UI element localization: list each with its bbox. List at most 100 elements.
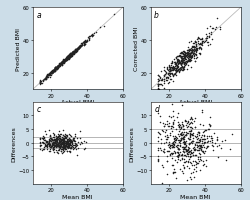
Point: [71, 52, 75, 55]
Point: [188, 178, 192, 181]
Point: [63, 148, 67, 151]
Point: [196, 141, 200, 144]
Point: [171, 150, 175, 153]
Point: [66, 145, 70, 149]
Point: [54, 137, 58, 141]
Point: [181, 55, 185, 58]
Point: [208, 134, 212, 138]
Point: [59, 63, 63, 66]
Point: [190, 164, 194, 167]
Point: [218, 147, 222, 150]
Point: [161, 125, 165, 128]
Point: [208, 33, 212, 37]
Point: [41, 79, 45, 82]
Point: [184, 134, 188, 137]
Point: [64, 148, 68, 151]
Point: [170, 67, 174, 70]
Point: [189, 46, 193, 49]
Point: [193, 161, 197, 164]
Point: [54, 66, 58, 70]
Point: [161, 75, 165, 78]
Point: [178, 126, 182, 129]
Point: [198, 48, 202, 51]
Point: [177, 128, 181, 131]
Point: [52, 138, 56, 141]
Point: [82, 41, 86, 44]
Point: [171, 66, 175, 70]
Point: [195, 36, 199, 39]
Point: [76, 45, 80, 48]
Point: [205, 140, 209, 143]
Point: [66, 56, 70, 59]
Point: [198, 44, 202, 47]
Point: [55, 145, 59, 148]
Point: [171, 171, 175, 174]
Point: [68, 55, 71, 58]
Point: [65, 58, 69, 62]
Point: [54, 148, 58, 151]
Point: [172, 158, 176, 161]
Point: [72, 51, 76, 54]
Point: [166, 149, 170, 153]
Point: [52, 69, 56, 72]
Point: [177, 139, 181, 142]
Point: [52, 69, 56, 72]
Point: [57, 140, 61, 143]
Point: [56, 143, 60, 146]
Point: [198, 145, 202, 148]
Point: [176, 55, 180, 59]
Point: [60, 141, 64, 145]
Point: [62, 58, 66, 61]
Point: [178, 126, 182, 130]
Point: [70, 51, 73, 54]
Point: [185, 152, 189, 155]
Point: [50, 71, 54, 75]
Point: [193, 40, 197, 43]
Point: [188, 118, 192, 121]
Point: [63, 59, 67, 62]
Point: [63, 145, 67, 148]
Point: [170, 76, 174, 79]
Point: [176, 152, 180, 155]
Point: [52, 144, 56, 147]
Point: [181, 54, 185, 57]
Point: [196, 37, 200, 40]
Point: [156, 75, 160, 79]
Point: [172, 67, 175, 70]
Point: [170, 110, 174, 113]
Point: [61, 143, 65, 146]
Point: [201, 145, 205, 148]
Point: [74, 50, 78, 53]
Point: [183, 54, 187, 57]
Point: [176, 54, 180, 57]
Point: [66, 143, 70, 146]
Point: [172, 138, 176, 141]
Point: [65, 56, 69, 59]
Point: [82, 41, 86, 44]
Point: [199, 42, 203, 46]
Point: [69, 51, 73, 54]
Point: [62, 143, 66, 146]
Point: [172, 73, 176, 77]
Point: [67, 139, 71, 142]
Point: [176, 155, 180, 158]
Point: [189, 54, 193, 57]
Point: [56, 139, 60, 143]
Point: [183, 54, 187, 57]
Point: [67, 55, 71, 58]
Point: [66, 139, 70, 142]
Point: [180, 127, 184, 131]
Point: [192, 60, 196, 63]
Point: [55, 142, 59, 146]
Point: [62, 142, 66, 145]
Point: [179, 60, 183, 63]
Point: [63, 144, 67, 147]
Point: [192, 164, 196, 167]
Point: [66, 138, 70, 141]
Point: [163, 79, 167, 82]
Point: [186, 148, 190, 152]
Point: [178, 136, 182, 140]
Point: [38, 144, 42, 147]
Point: [174, 71, 178, 74]
Point: [49, 145, 53, 148]
